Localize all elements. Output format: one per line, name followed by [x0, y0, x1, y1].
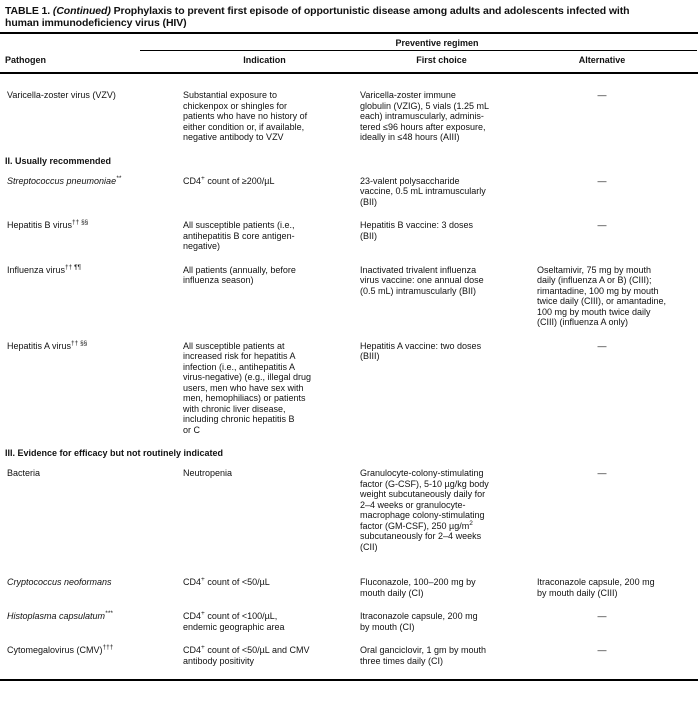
spanner-underline-rule	[140, 50, 697, 51]
column-header-row: Pathogen Indication First choice Alterna…	[0, 51, 698, 69]
table-bottom-rule	[0, 679, 698, 681]
table-row-bacteria: Bacteria Neutropenia Granulocyte-colony-…	[0, 468, 698, 552]
indication-cell: CD4+ count of <50/µL and CMV antibody pos…	[183, 644, 310, 666]
section-label: II. Usually recommended	[5, 155, 112, 166]
indication-cell: CD4+ count of ≥200/µL	[183, 174, 275, 186]
first-choice-cell: Varicella-zoster immune globulin (VZIG), …	[360, 90, 490, 142]
pathogen-cell: Varicella-zoster virus (VZV)	[7, 90, 116, 100]
alternative-cell: —	[597, 90, 607, 100]
column-header-alternative: Alternative	[578, 55, 626, 65]
column-header-first-choice: First choice	[416, 55, 467, 65]
table-row-hepatitis-b: Hepatitis B virus†† §§ All susceptible p…	[0, 219, 698, 252]
indication-cell: CD4+ count of <100/µL, endemic geographic…	[183, 610, 285, 632]
pathogen-cell: Cytomegalovirus (CMV)†††	[7, 644, 114, 655]
indication-cell: All patients (annually, before influenza …	[183, 264, 296, 286]
first-choice-cell: Granulocyte-colony-stimulating factor (G-…	[360, 468, 489, 552]
table-title: TABLE 1. (Continued) Prophylaxis to prev…	[5, 5, 694, 29]
alternative-cell: —	[597, 645, 607, 655]
first-choice-cell: Oral ganciclovir, 1 gm by mouth three tim…	[360, 645, 487, 666]
spanner-preventive-regimen: Preventive regimen	[395, 38, 479, 48]
first-choice-cell: Hepatitis B vaccine: 3 doses (BII)	[360, 220, 474, 241]
pathogen-cell: Bacteria	[7, 468, 41, 478]
indication-cell: Neutropenia	[183, 468, 233, 478]
indication-cell: CD4+ count of <50/µL	[183, 576, 270, 587]
indication-cell: All susceptible patients at increased ris…	[183, 340, 312, 435]
indication-cell: Substantial exposure to chickenpox or shi…	[183, 90, 308, 142]
section-header-iii: III. Evidence for efficacy but not routi…	[0, 448, 698, 459]
table-row-cmv: Cytomegalovirus (CMV)††† CD4+ count of <…	[0, 644, 698, 666]
alternative-cell: Itraconazole capsule, 200 mg by mouth dai…	[537, 577, 655, 598]
table-row-histoplasma: Histoplasma capsulatum*** CD4+ count of …	[0, 610, 698, 632]
first-choice-cell: Fluconazole, 100–200 mg by mouth daily (C…	[360, 577, 476, 598]
indication-cell: All susceptible patients (i.e., antihepat…	[183, 220, 295, 251]
table-body: Varicella-zoster virus (VZV) Substantial…	[0, 90, 698, 666]
table-row-cryptococcus: Cryptococcus neoformans CD4+ count of <5…	[0, 576, 698, 598]
alternative-cell: —	[597, 175, 607, 186]
alternative-cell: —	[597, 340, 607, 351]
title-text-line1: Prophylaxis to prevent first episode of …	[113, 5, 630, 17]
first-choice-cell: Hepatitis A vaccine: two doses (BIII)	[360, 340, 482, 362]
header-rule	[0, 72, 698, 74]
table-number: TABLE 1.	[5, 5, 51, 17]
alternative-cell: —	[597, 611, 607, 621]
title-rule	[0, 32, 698, 34]
table-row-influenza: Influenza virus†† ¶¶ All patients (annua…	[0, 263, 698, 328]
section-label: III. Evidence for efficacy but not routi…	[5, 448, 224, 458]
pathogen-cell: Histoplasma capsulatum***	[7, 610, 113, 621]
first-choice-cell: Itraconazole capsule, 200 mg by mouth (CI…	[360, 611, 478, 632]
alternative-cell: —	[597, 220, 607, 230]
alternative-cell: Oseltamivir, 75 mg by mouth daily (influe…	[537, 264, 667, 328]
alternative-cell: —	[597, 468, 607, 478]
pathogen-cell: Streptococcus pneumoniae**	[7, 174, 122, 186]
pathogen-cell: Hepatitis A virus†† §§	[7, 339, 88, 351]
first-choice-cell: Inactivated trivalent influenza virus vac…	[360, 264, 484, 296]
pathogen-cell: Cryptococcus neoformans	[7, 577, 112, 587]
first-choice-cell: 23-valent polysaccharide vaccine, 0.5 mL …	[360, 175, 486, 207]
pathogen-cell: Hepatitis B virus†† §§	[7, 219, 89, 230]
column-header-indication: Indication	[243, 55, 286, 65]
table-row-hepatitis-a: Hepatitis A virus†† §§ All susceptible p…	[0, 339, 698, 436]
section-header-ii: II. Usually recommended	[0, 156, 698, 167]
title-continued: (Continued)	[52, 5, 111, 17]
pathogen-cell: Influenza virus†† ¶¶	[7, 263, 82, 275]
column-header-pathogen: Pathogen	[5, 55, 47, 65]
table-row-strep-pneumoniae: Streptococcus pneumoniae** CD4+ count of…	[0, 174, 698, 208]
table-row-vzv: Varicella-zoster virus (VZV) Substantial…	[0, 90, 698, 143]
title-text-line2: human immunodeficiency virus (HIV)	[5, 17, 187, 29]
